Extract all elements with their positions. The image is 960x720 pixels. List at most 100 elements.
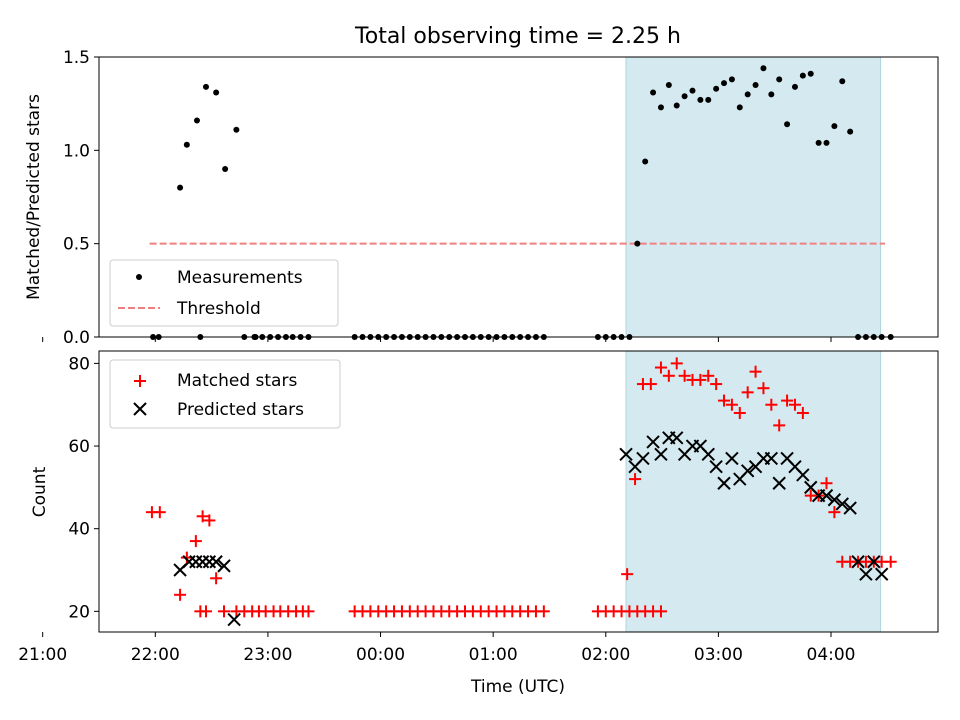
measurement-point [689,87,696,94]
predicted-star-point [701,447,715,462]
y-tick-label: 80 [68,354,90,374]
measurement-point [744,91,751,98]
predicted-star-point [189,555,203,569]
measurement-point [634,240,641,247]
legend-marker-matched [134,375,146,387]
predicted-star-point [670,431,684,445]
matched-star-point [725,398,738,411]
matched-star-point [820,477,833,490]
predicted-star-point [227,612,241,627]
matched-star-point [203,514,216,527]
matched-star-point [196,510,209,523]
top-panel: 0.0 0.5 1.0 1.5 Total observing time = 2.25… [24,24,939,348]
measurement-point [650,89,657,96]
axes-frame [98,350,939,633]
predicted-star-point [764,451,779,466]
y-tick-label: 0.0 [63,328,90,348]
matched-star-point [796,406,809,419]
y-tick-label: 20 [68,602,90,622]
matched-star-point [302,605,315,618]
x-tick-label: 23:00 [243,645,292,665]
measurement-point [183,141,190,148]
y-axis-label: Count [30,466,50,517]
x-tick-label: 22:00 [131,645,180,665]
matched-star-point [781,394,794,407]
legend-label-threshold: Threshold [176,299,261,319]
measurement-point [760,65,767,72]
measurement-point [697,96,704,103]
measurement-point [791,83,798,90]
predicted-star-point [654,447,668,462]
predicted-star-point [772,476,786,490]
measurement-point [807,70,814,77]
legend: Matched stars Predicted stars [109,359,341,429]
matched-star-point [654,605,667,618]
matched-star-point [741,386,754,399]
predicted-star-point [195,555,210,569]
matched-star-point [174,588,187,601]
predicted-star-point [725,451,739,466]
x-tick-label: 00:00 [356,645,405,665]
matched-star-point [621,568,634,581]
highlight-span [625,56,882,338]
x-ticks: 20:0021:0022:0023:0000:0001:0002:0003:00… [18,632,856,665]
matched-star-point [733,406,746,419]
matched-star-point [694,373,707,386]
measurement-point [673,102,680,109]
legend-label-predicted: Predicted stars [177,400,304,420]
measurement-point [815,139,822,146]
measurement-point [799,72,806,79]
count-points [145,357,897,627]
predicted-star-point [202,555,217,569]
matched-star-point [670,357,683,370]
y-tick-label: 1.5 [63,48,90,68]
y-tick-label: 40 [68,520,90,540]
matched-star-point [678,369,691,382]
predicted-star-point [819,488,834,503]
legend: Measurements Threshold [109,259,339,327]
y-ticks: 0.0 0.5 1.0 1.5 [63,48,99,348]
predicted-star-point [717,476,731,490]
predicted-star-point [740,464,755,478]
predicted-star-point [867,555,881,569]
predicted-star-point [835,497,849,511]
measurement-point [728,76,735,83]
legend-marker-predicted [133,402,147,416]
y-ticks: 20 40 60 80 [68,354,99,622]
measurement-point [193,117,200,124]
measurement-point [847,128,854,135]
x-tick-label: 21:00 [18,645,67,665]
predicted-star-point [709,459,723,474]
predicted-star-point [796,468,810,482]
matched-star-point [788,398,801,411]
matched-star-point [773,419,786,432]
x-tick-label: 01:00 [469,645,518,665]
chart-title: Total observing time = 2.25 h [354,24,681,49]
measurement-point [776,76,783,83]
predicted-star-point [646,435,660,449]
x-tick-label: 04:00 [807,645,856,665]
y-tick-label: 0.5 [63,235,90,255]
predicted-star-point [859,567,873,581]
matched-star-point [718,394,731,407]
legend-label-measurements: Measurements [177,268,303,288]
x-tick-label: 02:00 [581,645,630,665]
matched-star-point [537,605,550,618]
measurement-point [642,158,649,165]
matched-star-point [884,555,897,568]
measurement-point [705,96,712,103]
matched-star-point [662,369,675,382]
matched-star-point [654,361,667,374]
matched-star-point [189,535,202,548]
measurement-point [233,126,240,133]
matched-star-point [194,605,207,618]
measurement-point [222,166,229,172]
measurement-points [150,65,894,340]
matched-star-point [828,506,841,519]
measurement-point [657,104,664,111]
measurement-point [665,82,672,88]
measurement-point [823,139,830,146]
measurement-point [752,82,759,88]
y-axis-label: Matched/Predicted stars [24,94,44,300]
